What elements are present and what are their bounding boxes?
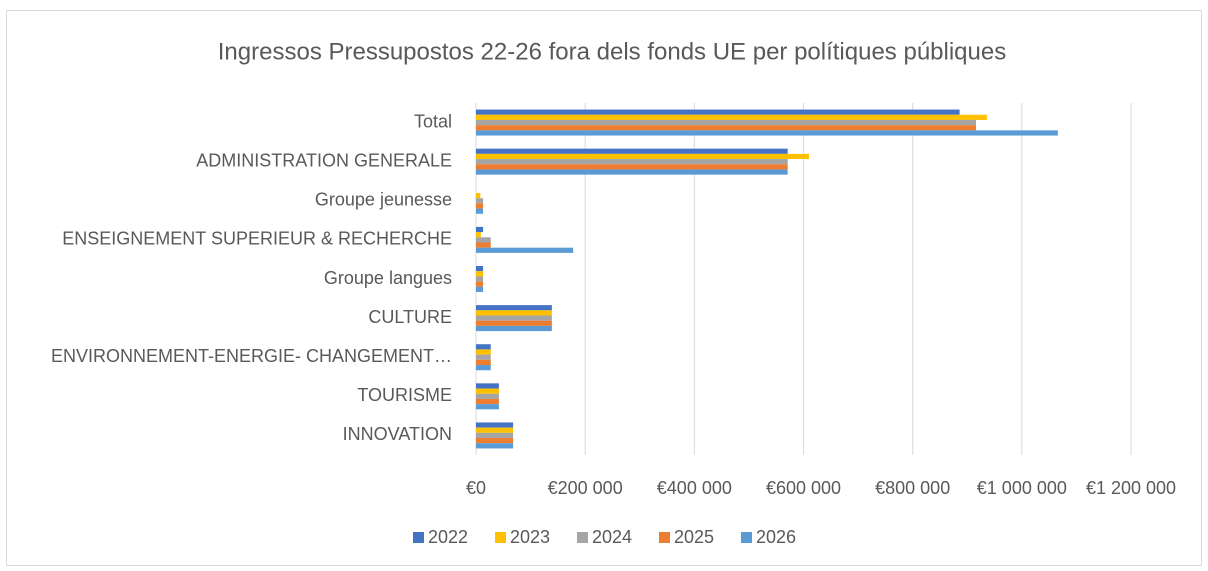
bar <box>476 203 484 209</box>
bar <box>476 305 552 311</box>
bar <box>476 325 552 332</box>
bar <box>476 237 491 243</box>
bar <box>476 359 491 366</box>
y-tick-label: Total <box>414 111 452 131</box>
bar <box>476 159 788 165</box>
legend-swatch <box>413 532 424 543</box>
y-tick-label: TOURISME <box>357 385 452 405</box>
bar <box>476 276 484 282</box>
bar <box>476 232 481 238</box>
y-tick-label: CULTURE <box>368 307 452 327</box>
bar <box>476 383 499 389</box>
x-tick-label: €0 <box>466 478 486 498</box>
bar <box>476 153 809 160</box>
bar <box>476 310 552 316</box>
bar <box>476 125 976 131</box>
bar <box>476 266 484 272</box>
chart-border <box>6 10 1202 566</box>
bar <box>476 393 499 399</box>
x-tick-label: €1 200 000 <box>1086 478 1176 498</box>
bar <box>476 432 514 439</box>
x-tick-label: €400 000 <box>657 478 732 498</box>
bar <box>476 427 514 433</box>
bar <box>476 422 514 428</box>
legend-label: 2024 <box>592 527 632 547</box>
legend-label: 2025 <box>674 527 714 547</box>
bar <box>476 119 976 126</box>
bar <box>476 242 491 248</box>
bar <box>476 365 491 371</box>
bar <box>476 281 484 287</box>
y-tick-label: Groupe langues <box>324 268 452 288</box>
bar <box>476 349 491 355</box>
bar <box>476 130 1058 136</box>
legend-label: 2023 <box>510 527 550 547</box>
bar <box>476 438 514 444</box>
x-tick-label: €800 000 <box>875 478 950 498</box>
bar <box>476 192 481 199</box>
y-tick-label: ENVIRONNEMENT-ENERGIE- CHANGEMENT… <box>51 346 452 366</box>
bar <box>476 226 484 233</box>
bar <box>476 443 514 449</box>
bar <box>476 271 484 277</box>
bar <box>476 247 574 253</box>
y-tick-label: INNOVATION <box>343 424 452 444</box>
bar <box>476 354 491 360</box>
x-tick-label: €1 000 000 <box>977 478 1067 498</box>
bar <box>476 388 499 394</box>
legend-swatch <box>741 532 752 543</box>
x-tick-label: €200 000 <box>548 478 623 498</box>
legend-swatch <box>577 532 588 543</box>
legend-label: 2026 <box>756 527 796 547</box>
y-tick-label: ADMINISTRATION GENERALE <box>196 150 452 170</box>
legend-swatch <box>659 532 670 543</box>
bar <box>476 315 552 321</box>
bar <box>476 208 484 214</box>
legend-swatch <box>495 532 506 543</box>
x-tick-label: €600 000 <box>766 478 841 498</box>
bar <box>476 114 987 120</box>
bar <box>476 286 484 292</box>
y-tick-label: ENSEIGNEMENT SUPERIEUR & RECHERCHE <box>62 229 452 249</box>
y-tick-label: Groupe jeunesse <box>315 190 452 210</box>
bar <box>476 169 788 175</box>
bar <box>476 164 788 170</box>
bar <box>476 198 484 204</box>
bar <box>476 109 960 115</box>
bar <box>476 148 788 154</box>
bar <box>476 320 552 326</box>
legend-label: 2022 <box>428 527 468 547</box>
bar <box>476 404 499 410</box>
chart-title: Ingressos Pressupostos 22-26 fora dels f… <box>218 38 1006 65</box>
bar <box>476 398 499 405</box>
bar <box>476 344 491 350</box>
